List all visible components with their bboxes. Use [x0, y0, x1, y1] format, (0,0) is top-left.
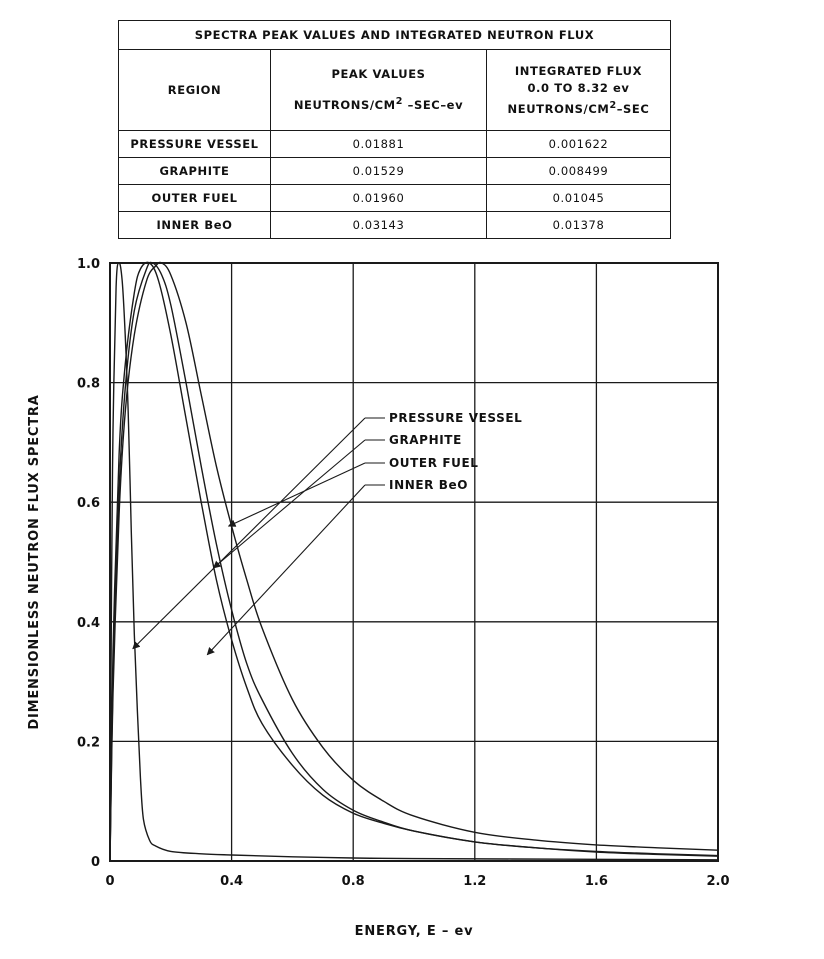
x-tick-label: 0.8	[342, 874, 365, 889]
x-tick-label: 1.2	[463, 874, 486, 889]
row-peak-value: 0.01960	[270, 184, 487, 212]
table-row: GRAPHITE 0.01529 0.008499	[118, 157, 671, 185]
flux-header-unit: NEUTRONS/CM2–SEC	[507, 99, 650, 116]
row-region: PRESSURE VESSEL	[118, 130, 271, 158]
y-tick-label: 0	[91, 855, 100, 870]
legend-arrow-pressure-vessel	[132, 417, 366, 650]
row-region: GRAPHITE	[118, 157, 271, 185]
table-row: PRESSURE VESSEL 0.01881 0.001622	[118, 130, 671, 158]
series-line-pressure-vessel	[109, 262, 719, 862]
row-integrated-flux: 0.01378	[486, 211, 671, 239]
table-row: OUTER FUEL 0.01960 0.01045	[118, 184, 671, 212]
y-tick-label: 0.4	[77, 616, 100, 631]
row-peak-value: 0.01881	[270, 130, 487, 158]
legend-label-outer-fuel: OUTER FUEL	[389, 456, 479, 470]
y-axis-title: DIMENSIONLESS NEUTRON FLUX SPECTRA	[27, 394, 42, 729]
y-tick-label: 0.2	[77, 735, 100, 750]
peak-header-unit: NEUTRONS/CM2 –SEC–ev	[293, 96, 464, 112]
x-tick-label: 1.6	[585, 874, 608, 889]
x-tick-label: 0.4	[220, 874, 243, 889]
plot-frame	[109, 262, 719, 862]
flux-header-line1: INTEGRATED FLUX	[514, 63, 643, 78]
series-line-graphite	[109, 261, 719, 862]
legend-label-pressure-vessel: PRESSURE VESSEL	[389, 411, 522, 425]
spectra-peak-table: SPECTRA PEAK VALUES AND INTEGRATED NEUTR…	[118, 20, 671, 239]
y-tick-label: 1.0	[77, 257, 100, 272]
legend-arrow-inner-beo	[206, 484, 366, 656]
peak-header-line1: PEAK VALUES	[331, 67, 426, 82]
legend-arrow-outer-fuel	[227, 462, 366, 527]
y-tick-label: 0.6	[77, 496, 100, 511]
row-peak-value: 0.01529	[270, 157, 487, 185]
table-title: SPECTRA PEAK VALUES AND INTEGRATED NEUTR…	[118, 20, 671, 50]
y-tick-label: 0.8	[77, 377, 100, 392]
flux-header-line2: 0.0 TO 8.32 ev	[527, 80, 630, 95]
region-column-header: REGION	[118, 49, 271, 131]
table-row: INNER BeO 0.03143 0.01378	[118, 211, 671, 239]
x-axis-title: ENERGY, E – ev	[355, 924, 474, 939]
series-line-outer-fuel	[109, 261, 719, 862]
x-tick-label: 2.0	[706, 874, 729, 889]
row-integrated-flux: 0.008499	[486, 157, 671, 185]
legend-label-graphite: GRAPHITE	[389, 433, 462, 447]
series-line-inner-beo	[109, 261, 719, 862]
legend-arrow-graphite	[212, 439, 366, 569]
x-tick-label: 0	[105, 874, 114, 889]
row-region: OUTER FUEL	[118, 184, 271, 212]
integrated-flux-column-header: INTEGRATED FLUX 0.0 TO 8.32 ev NEUTRONS/…	[486, 49, 671, 131]
row-peak-value: 0.03143	[270, 211, 487, 239]
legend-label-inner-beo: INNER BeO	[389, 478, 468, 492]
